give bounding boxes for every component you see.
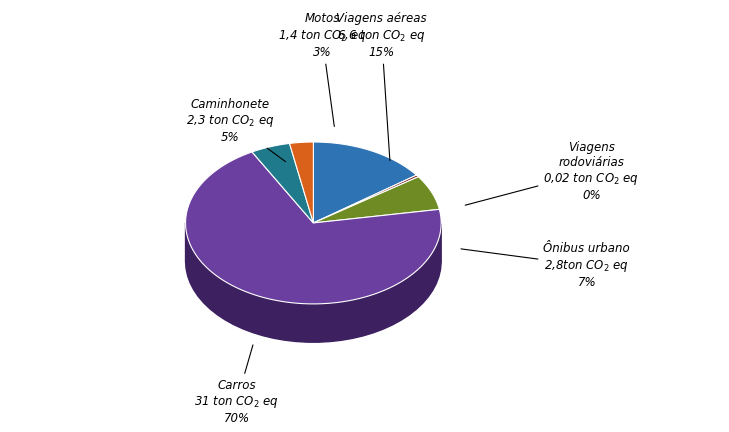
Text: Caminhonete
2,3 ton CO$_2$ eq
5%: Caminhonete 2,3 ton CO$_2$ eq 5% bbox=[186, 98, 286, 162]
Ellipse shape bbox=[186, 180, 441, 342]
Polygon shape bbox=[313, 142, 416, 223]
Text: Viagens
rodoviárias
0,02 ton CO$_2$ eq
0%: Viagens rodoviárias 0,02 ton CO$_2$ eq 0… bbox=[465, 141, 639, 205]
Text: Carros
31 ton CO$_2$ eq
70%: Carros 31 ton CO$_2$ eq 70% bbox=[194, 345, 279, 425]
Text: Ônibus urbano
2,8ton CO$_2$ eq
7%: Ônibus urbano 2,8ton CO$_2$ eq 7% bbox=[461, 242, 630, 289]
Text: Motos
1,4 ton CO$_2$ eq
3%: Motos 1,4 ton CO$_2$ eq 3% bbox=[278, 13, 366, 127]
Polygon shape bbox=[252, 143, 313, 223]
Polygon shape bbox=[186, 152, 441, 304]
Polygon shape bbox=[313, 175, 418, 223]
Polygon shape bbox=[186, 223, 441, 342]
Text: Viagens aéreas
6,6 ton CO$_2$ eq
15%: Viagens aéreas 6,6 ton CO$_2$ eq 15% bbox=[336, 13, 427, 161]
Polygon shape bbox=[313, 177, 440, 223]
Polygon shape bbox=[289, 142, 313, 223]
